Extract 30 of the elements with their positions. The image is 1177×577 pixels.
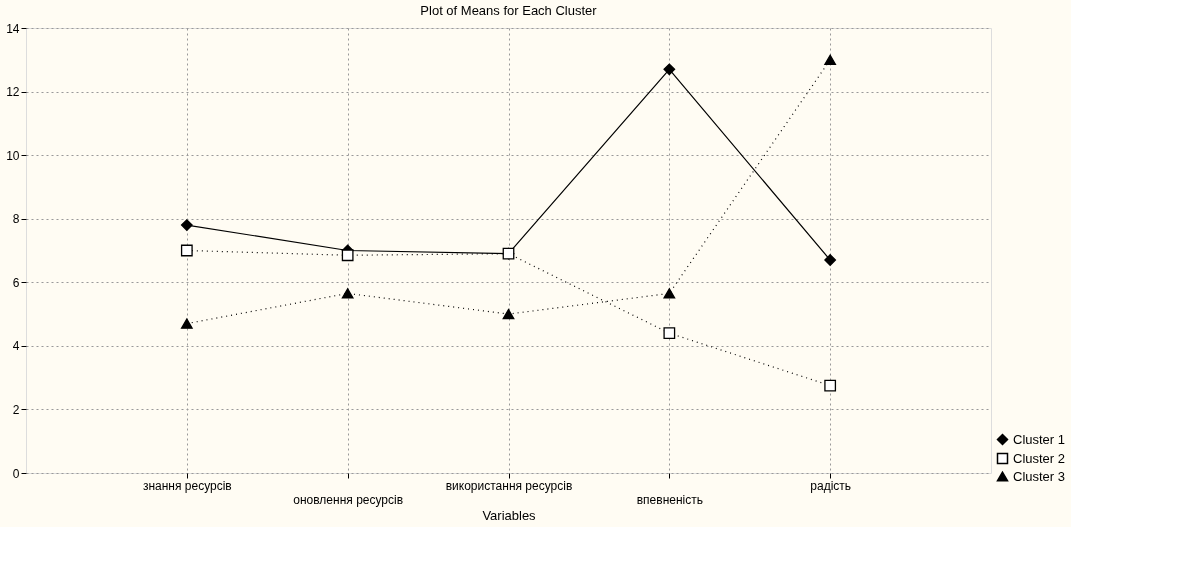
x-axis-title: Variables [482, 507, 537, 523]
legend-label: Cluster 1 [1013, 431, 1066, 447]
y-tick-label: 10 [6, 148, 20, 163]
y-tick-label: 8 [12, 212, 20, 227]
y-tick-label: 14 [6, 21, 20, 36]
legend-label: Cluster 3 [1013, 468, 1066, 484]
chart-title: Plot of Means for Each Cluster [420, 3, 598, 18]
legend-label: Cluster 2 [1013, 450, 1066, 466]
point [180, 318, 193, 329]
y-tick-label: 0 [12, 466, 20, 481]
y-tick-label: 4 [12, 339, 20, 354]
y-tick-label: 6 [12, 275, 20, 290]
x-tick-label: знання ресурсів [142, 478, 232, 493]
x-tick-label: радість [810, 478, 852, 493]
y-tick-label: 12 [6, 85, 20, 100]
x-tick-label: використання ресурсів [445, 478, 573, 493]
point [341, 249, 354, 262]
point [502, 308, 515, 320]
point [824, 379, 837, 392]
point [663, 327, 676, 340]
x-tick-label: оновлення ресурсів [293, 492, 404, 507]
point [663, 288, 676, 299]
point [824, 54, 837, 65]
point [180, 219, 193, 231]
point [663, 63, 676, 76]
point [341, 288, 354, 299]
point [824, 254, 837, 266]
y-tick-label: 2 [12, 402, 20, 417]
x-tick-label: впевненість [636, 492, 703, 507]
point [180, 244, 193, 257]
